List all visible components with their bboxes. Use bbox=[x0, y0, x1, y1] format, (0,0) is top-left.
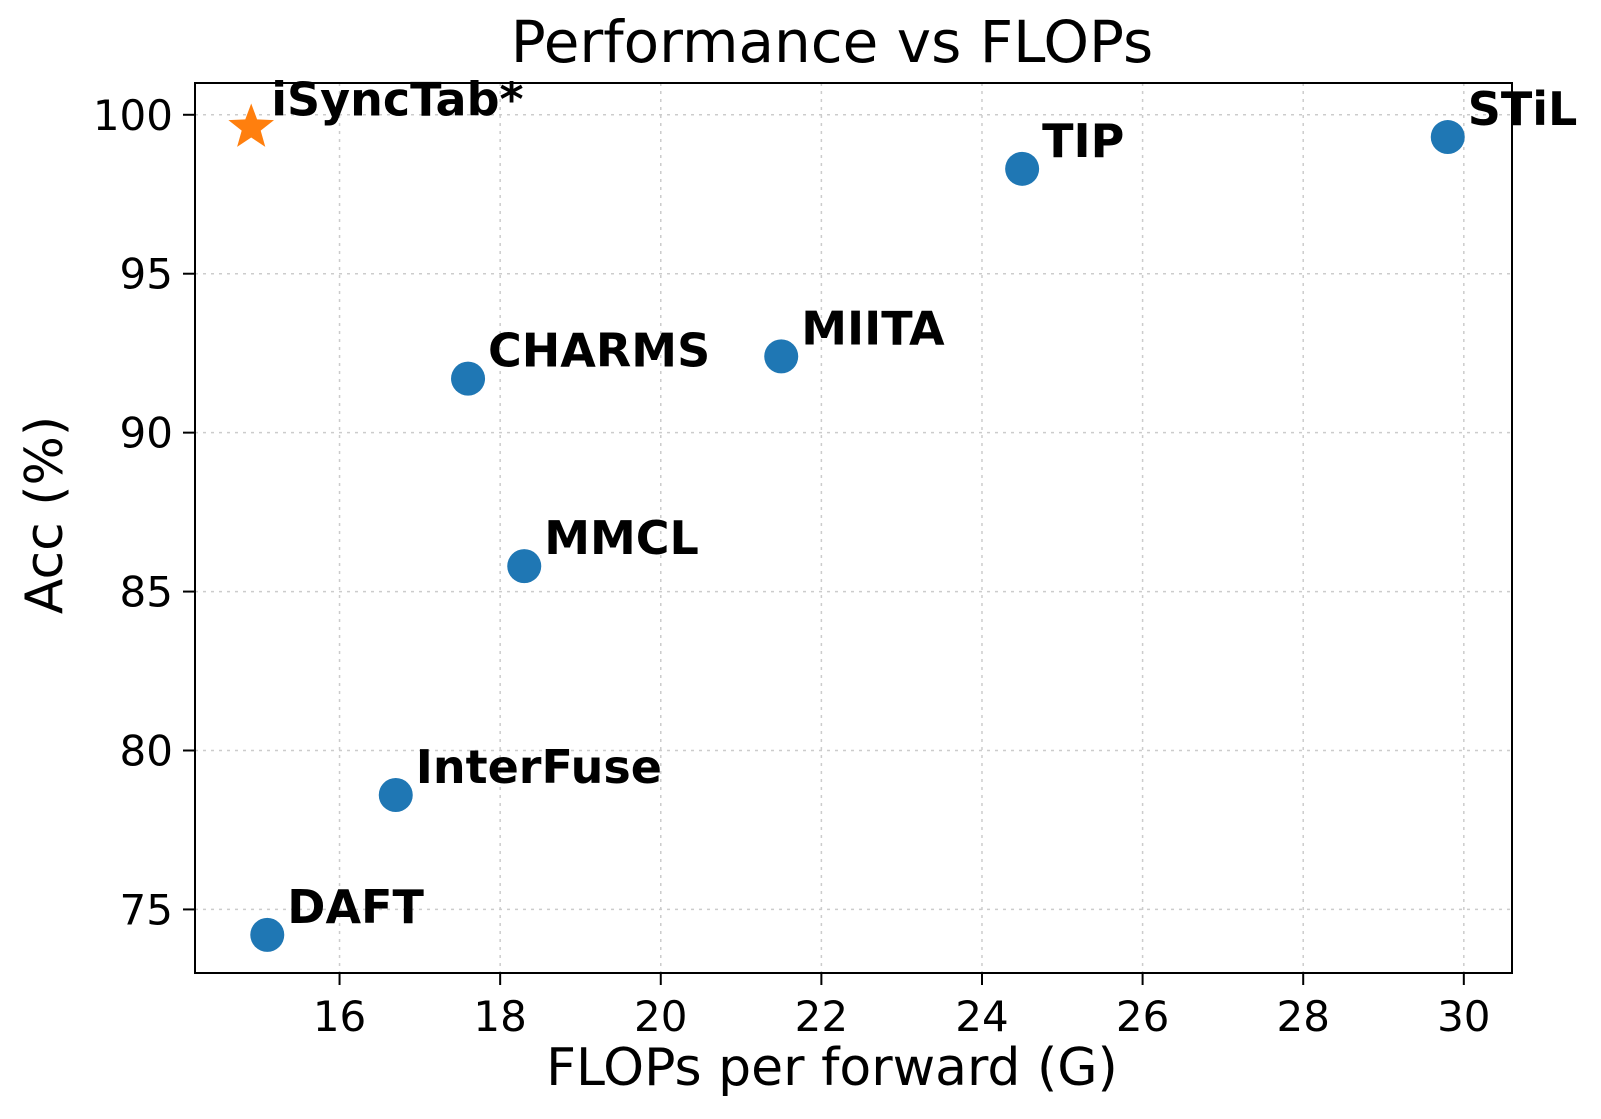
point-label: InterFuse bbox=[416, 740, 662, 794]
x-tick-label: 16 bbox=[313, 992, 366, 1041]
y-tick-label: 100 bbox=[93, 91, 173, 140]
grid-lines bbox=[195, 83, 1512, 973]
point-label: MMCL bbox=[544, 511, 699, 565]
chart-title: Performance vs FLOPs bbox=[511, 8, 1153, 76]
x-tick-label: 18 bbox=[473, 992, 526, 1041]
scatter-point bbox=[451, 361, 486, 396]
scatter-point bbox=[764, 339, 799, 374]
scatter-point bbox=[1005, 151, 1040, 186]
scatter-point bbox=[507, 549, 542, 584]
data-points bbox=[228, 103, 1465, 952]
y-tick-label: 85 bbox=[120, 568, 173, 617]
plot-frame bbox=[194, 82, 1513, 974]
y-tick-label: 80 bbox=[120, 727, 173, 776]
x-tick-label: 24 bbox=[955, 992, 1008, 1041]
y-tick-label: 75 bbox=[120, 885, 173, 934]
x-tick-label: 28 bbox=[1276, 992, 1329, 1041]
x-tick-label: 30 bbox=[1437, 992, 1490, 1041]
point-label: CHARMS bbox=[488, 324, 710, 378]
highlight-star-marker bbox=[228, 103, 274, 147]
axis-ticks: 16 18 20 22 24 26 28 30 75 80 85 90 95 100 bbox=[93, 91, 1491, 1041]
y-tick-label: 90 bbox=[120, 409, 173, 458]
x-tick-label: 22 bbox=[795, 992, 848, 1041]
scatter-point bbox=[250, 917, 285, 952]
point-label: STiL bbox=[1468, 82, 1578, 136]
point-label: TIP bbox=[1042, 114, 1124, 168]
y-axis-label: Acc (%) bbox=[15, 416, 75, 614]
scatter-point bbox=[1430, 120, 1465, 155]
y-tick-label: 95 bbox=[120, 250, 173, 299]
point-label: MIITA bbox=[801, 301, 945, 355]
point-labels: DAFT InterFuse CHARMS MMCL MIITA TIP STiL iSync… bbox=[271, 73, 1577, 934]
point-label: DAFT bbox=[287, 880, 424, 934]
x-tick-label: 26 bbox=[1116, 992, 1169, 1041]
x-axis-label: FLOPs per forward (G) bbox=[546, 1038, 1118, 1098]
scatter-point bbox=[378, 778, 413, 812]
point-label: iSyncTab* bbox=[271, 73, 523, 127]
x-tick-label: 20 bbox=[634, 992, 687, 1041]
